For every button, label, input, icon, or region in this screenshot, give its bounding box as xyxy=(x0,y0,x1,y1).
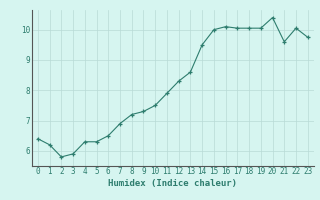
X-axis label: Humidex (Indice chaleur): Humidex (Indice chaleur) xyxy=(108,179,237,188)
